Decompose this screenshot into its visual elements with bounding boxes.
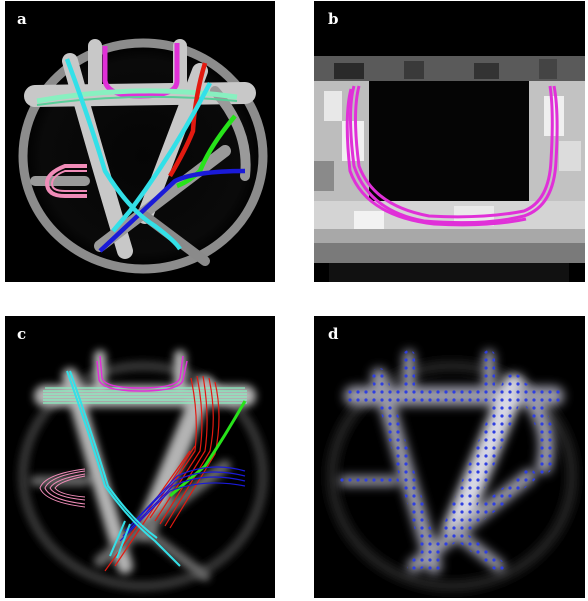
fiber-red [168,62,208,178]
fiber-cyan [66,370,181,567]
tractography-overlay-a [18,38,268,274]
panel-label-a: a [17,10,27,28]
panel-b: b [314,1,585,282]
panel-label-d: d [328,325,339,343]
panel-d: d [314,316,585,598]
fiber-magenta [345,85,559,227]
fiber-green [169,400,247,498]
sampling-grid-d [314,316,585,598]
skull-ring [18,361,268,591]
fiber-blue [119,466,246,542]
zoom-detail-b [314,56,585,282]
sample-dots [314,316,585,598]
fiber-blue [98,168,246,253]
fiber-mint [36,88,238,104]
panel-label-c: c [17,325,27,343]
panel-label-b: b [328,10,339,28]
white-matter-structure [30,350,256,581]
fiber-green [176,114,237,189]
tractography-overlay-c [18,350,268,591]
fiber-magenta [96,355,188,392]
fiber-pink [39,468,86,508]
panel-a: a [5,1,275,282]
panel-c: c [5,316,275,598]
fiber-cyan [64,58,182,251]
fiber-pink [44,164,87,198]
